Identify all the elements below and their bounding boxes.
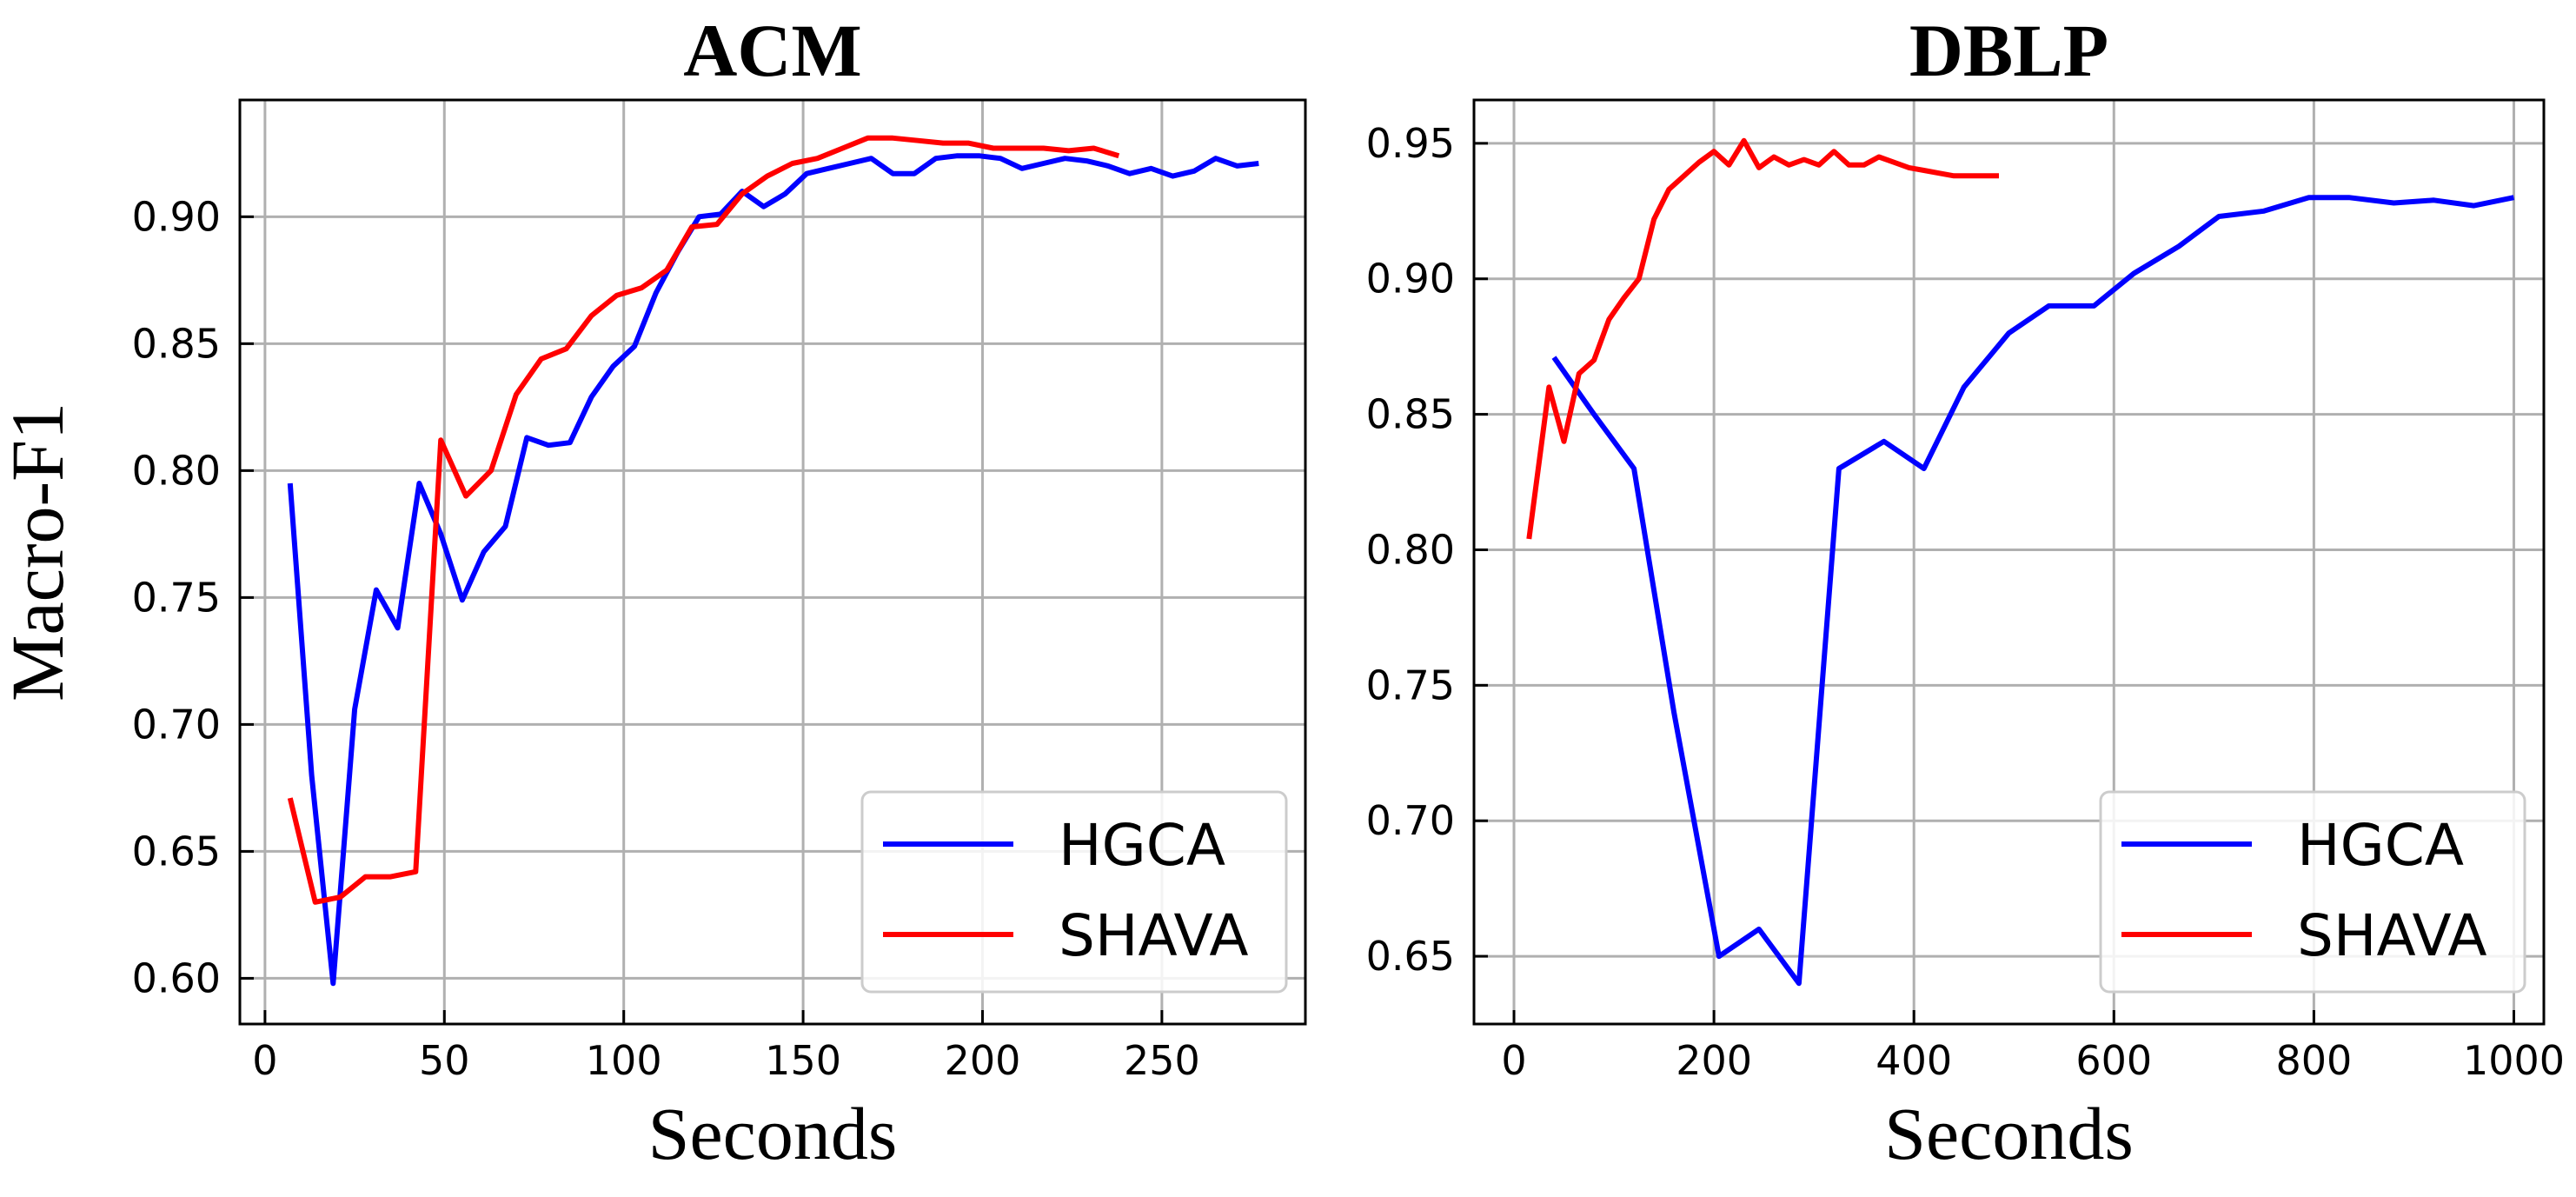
acm-x-tick-label-1: 50 (419, 1037, 470, 1084)
dblp-x-axis-label: Seconds (1884, 1092, 2134, 1175)
acm-y-tick-label-4: 0.80 (132, 447, 221, 494)
acm-y-tick-label-1: 0.65 (132, 828, 221, 874)
acm-legend-label-hgca: HGCA (1059, 812, 1225, 879)
dblp-y-tick-label-0: 0.65 (1366, 933, 1455, 980)
acm-x-axis-label: Seconds (648, 1092, 898, 1175)
acm-y-tick-label-5: 0.85 (132, 320, 221, 367)
acm-y-tick-label-6: 0.90 (132, 193, 221, 240)
acm-x-tick-label-3: 150 (765, 1037, 841, 1084)
acm-series-shava (287, 135, 1120, 905)
acm-y-tick-label-2: 0.70 (132, 701, 221, 748)
dblp-y-tick-label-2: 0.75 (1366, 662, 1455, 708)
acm-series-hgca (287, 153, 1259, 987)
acm-legend: HGCA SHAVA (860, 790, 1288, 994)
acm-chart: 0 50 100 150 200 250 0.60 0.65 0.70 0.75 0.80 0.85 0… (132, 9, 1307, 1175)
dblp-chart: 0 200 400 600 800 1000 0.65 0.70 0.75 0.80 0.85 0.9… (1366, 9, 2565, 1175)
acm-x-tick-label-5: 250 (1124, 1037, 1200, 1084)
dblp-legend-label-shava: SHAVA (2297, 902, 2487, 969)
dblp-series-hgca (1551, 195, 2515, 987)
acm-legend-label-shava: SHAVA (1059, 902, 1249, 969)
acm-y-tick-label-0: 0.60 (132, 954, 221, 1001)
dblp-y-tick-label-1: 0.70 (1366, 797, 1455, 844)
dblp-x-tick-label-3: 600 (2075, 1037, 2152, 1084)
dblp-y-tick-label-3: 0.80 (1366, 526, 1455, 573)
dblp-x-tick-label-2: 400 (1876, 1037, 1952, 1084)
acm-plot-frame (238, 98, 1307, 1026)
dblp-plot-frame (1472, 98, 2546, 1026)
acm-x-tick-label-0: 0 (252, 1037, 277, 1084)
acm-chart-title: ACM (683, 9, 861, 92)
dblp-y-tick-label-6: 0.95 (1366, 120, 1455, 167)
acm-x-tick-label-4: 200 (945, 1037, 1021, 1084)
acm-x-tick-label-2: 100 (586, 1037, 662, 1084)
dblp-x-tick-label-4: 800 (2275, 1037, 2352, 1084)
dblp-legend: HGCA SHAVA (2099, 790, 2526, 994)
dblp-y-tick-label-4: 0.85 (1366, 391, 1455, 438)
dblp-y-tick-label-5: 0.90 (1366, 256, 1455, 303)
acm-y-tick-label-3: 0.75 (132, 574, 221, 621)
dblp-x-tick-label-0: 0 (1501, 1037, 1526, 1084)
dblp-legend-label-hgca: HGCA (2297, 812, 2464, 879)
dblp-series-shava (1526, 137, 1999, 540)
y-axis-label: Macro-F1 (0, 402, 79, 702)
dblp-chart-title: DBLP (1909, 9, 2108, 92)
dblp-x-tick-label-1: 200 (1676, 1037, 1752, 1084)
dblp-x-tick-label-5: 1000 (2463, 1037, 2565, 1084)
